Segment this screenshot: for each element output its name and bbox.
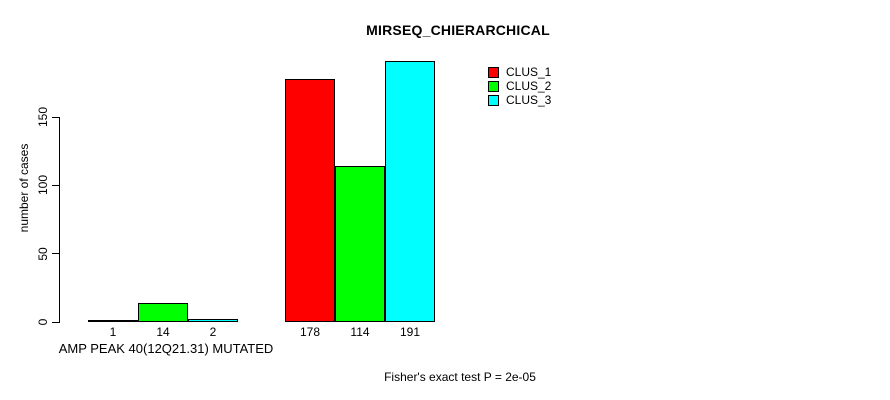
legend-swatch-icon [488,80,499,92]
y-tick-label: 50 [36,246,50,261]
y-tick-label: 0 [36,318,50,326]
bar-value-label: 114 [350,325,370,339]
bar-value-label: 14 [156,325,170,339]
bar-clus_1-group2 [285,79,335,322]
stat-annotation: Fisher's exact test P = 2e-05 [384,370,536,384]
y-tick-mark [52,253,59,255]
chart-title: MIRSEQ_CHIERARCHICAL [366,22,550,38]
bar-value-label: 178 [299,325,321,339]
bar-clus_3-group2 [385,61,435,322]
bar-value-label: 1 [109,325,117,339]
bar-clus_3-group1 [188,319,238,322]
legend-swatch-icon [488,66,499,78]
bar-value-label: 2 [209,325,217,339]
legend-entry-clus_2: CLUS_2 [488,79,551,93]
y-axis-line [59,117,60,323]
bar-clus_2-group2 [335,166,385,322]
bar-clus_2-group1 [138,303,188,322]
legend-label: CLUS_1 [506,65,552,79]
y-tick-label: 100 [36,175,50,196]
legend-label: CLUS_3 [506,93,552,107]
legend-entry-clus_3: CLUS_3 [488,93,551,107]
y-axis-label: number of cases [17,143,31,233]
legend-entry-clus_1: CLUS_1 [488,65,551,79]
x-axis-label: AMP PEAK 40(12Q21.31) MUTATED [58,341,274,356]
legend: CLUS_1 CLUS_2 CLUS_3 [488,65,551,107]
y-tick-mark [52,321,59,323]
y-tick-label: 150 [36,106,50,128]
legend-label: CLUS_2 [506,79,552,93]
bar-clus_1-group1 [88,320,138,322]
bar-value-label: 191 [399,325,421,339]
y-tick-mark [52,184,59,186]
y-tick-mark [52,116,59,118]
legend-swatch-icon [488,94,499,106]
